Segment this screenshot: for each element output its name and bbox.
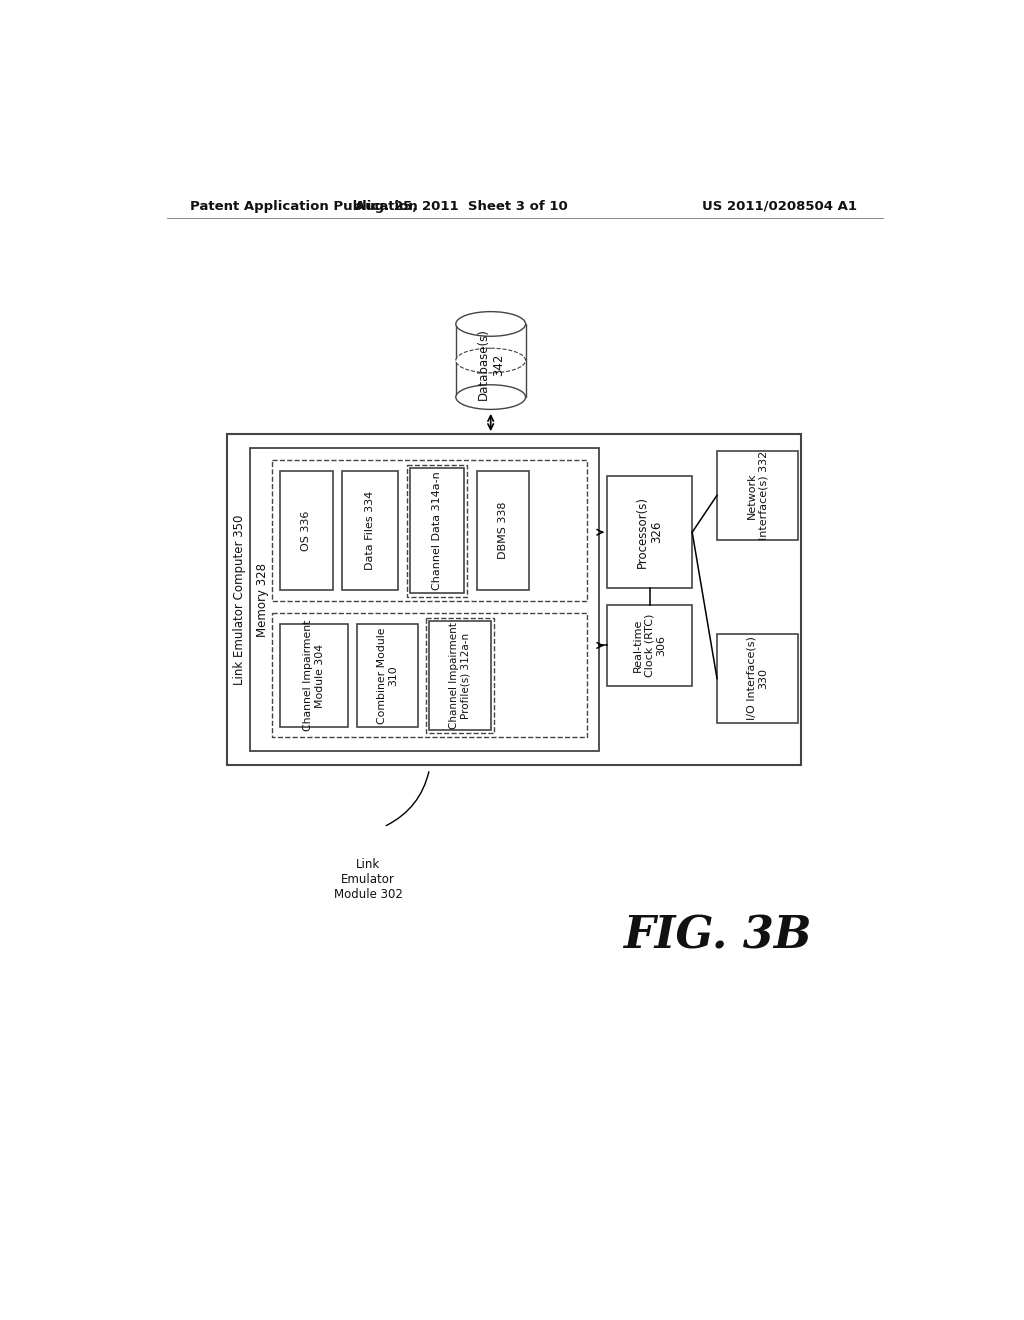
- Bar: [607, 605, 692, 686]
- Bar: [456, 323, 525, 397]
- Ellipse shape: [456, 385, 525, 409]
- Bar: [251, 447, 599, 751]
- Text: I/O Interface(s)
330: I/O Interface(s) 330: [746, 636, 768, 721]
- Text: Channel Impairment
Profile(s) 312a-n: Channel Impairment Profile(s) 312a-n: [449, 622, 470, 729]
- Bar: [357, 624, 418, 726]
- Text: Combiner Module
310: Combiner Module 310: [377, 627, 398, 723]
- Text: US 2011/0208504 A1: US 2011/0208504 A1: [701, 199, 856, 213]
- Bar: [407, 465, 467, 597]
- Text: Channel Impairment
Module 304: Channel Impairment Module 304: [303, 620, 325, 731]
- Text: Network
Interface(s) 332: Network Interface(s) 332: [746, 450, 768, 540]
- Bar: [429, 622, 490, 730]
- Text: FIG. 3B: FIG. 3B: [623, 915, 811, 957]
- Text: DBMS 338: DBMS 338: [498, 502, 508, 560]
- Bar: [477, 471, 529, 590]
- Text: Aug. 25, 2011  Sheet 3 of 10: Aug. 25, 2011 Sheet 3 of 10: [355, 199, 567, 213]
- Text: Database(s)
342: Database(s) 342: [477, 329, 505, 400]
- Text: Memory 328: Memory 328: [256, 562, 269, 636]
- Bar: [280, 624, 348, 726]
- Text: Processor(s)
326: Processor(s) 326: [636, 496, 664, 568]
- Text: Link
Emulator
Module 302: Link Emulator Module 302: [334, 858, 402, 900]
- Text: Channel Data 314a-n: Channel Data 314a-n: [432, 471, 442, 590]
- Bar: [607, 477, 692, 589]
- Bar: [717, 635, 799, 723]
- Ellipse shape: [456, 312, 525, 337]
- Text: Data Files 334: Data Files 334: [365, 491, 375, 570]
- Bar: [280, 471, 333, 590]
- Bar: [272, 614, 587, 738]
- Text: Real-time
Clock (RTC)
306: Real-time Clock (RTC) 306: [633, 614, 667, 677]
- Ellipse shape: [456, 348, 525, 372]
- Text: Link Emulator Computer 350: Link Emulator Computer 350: [233, 515, 246, 685]
- Bar: [410, 469, 464, 594]
- Text: OS 336: OS 336: [301, 511, 311, 550]
- Bar: [227, 434, 801, 766]
- Bar: [342, 471, 397, 590]
- Bar: [717, 451, 799, 540]
- Bar: [426, 618, 494, 733]
- Text: Patent Application Publication: Patent Application Publication: [190, 199, 418, 213]
- Bar: [272, 461, 587, 601]
